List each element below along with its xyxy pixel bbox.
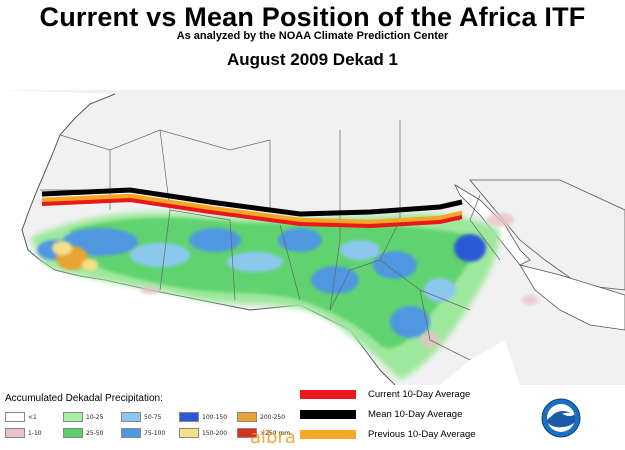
- precip-class-label: <1: [28, 413, 37, 421]
- current-line-label: Current 10-Day Average: [368, 389, 471, 400]
- africa-precipitation-map: [0, 90, 625, 385]
- mean-line-swatch: [300, 410, 356, 419]
- precip-class-swatch: [179, 412, 199, 422]
- precip-class-8: 200-250: [237, 411, 285, 423]
- precip-class-label: 10-25: [86, 413, 104, 421]
- precip-class-7: 150-200: [179, 427, 227, 439]
- precip-class-1: 1-10: [5, 427, 42, 439]
- precip-class-5: 75-100: [121, 427, 165, 439]
- watermark-text: albra: [250, 427, 296, 448]
- precip-class-9: >250 mm: [237, 427, 290, 439]
- precip-class-0: <1: [5, 411, 37, 423]
- itf-current-line: [41, 197, 463, 229]
- map-title: Current vs Mean Position of the Africa I…: [39, 2, 586, 32]
- precip-class-label: 150-200: [202, 429, 228, 437]
- legend-mean: Mean 10-Day Average: [300, 409, 462, 420]
- precip-class-swatch: [63, 428, 83, 438]
- arabian-peninsula: [469, 179, 625, 291]
- map-period: August 2009 Dekad 1: [226, 50, 398, 69]
- precip-class-6: 100-150: [179, 411, 227, 423]
- precip-class-swatch: [237, 412, 257, 422]
- precip-class-swatch: [5, 412, 25, 422]
- mean-line-label: Mean 10-Day Average: [368, 409, 463, 420]
- precip-class-swatch: [121, 412, 141, 422]
- precip-class-label: 200-250: [260, 413, 286, 421]
- precip-class-swatch: [5, 428, 25, 438]
- precip-class-swatch: [237, 428, 257, 438]
- itf-mean-line: [41, 187, 463, 217]
- legend-previous: Previous 10-Day Average: [300, 429, 476, 440]
- precip-class-swatch: [179, 428, 199, 438]
- precip-class-label: 50-75: [144, 413, 162, 421]
- legend-current: Current 10-Day Average: [300, 389, 470, 400]
- precip-class-2: 10-25: [63, 411, 103, 423]
- precip-class-swatch: [121, 428, 141, 438]
- precip-class-label: 100-150: [202, 413, 228, 421]
- noaa-logo-icon: [541, 398, 581, 438]
- precip-heavy-patches: [52, 241, 98, 271]
- previous-line-swatch: [300, 430, 356, 439]
- precip-class-label: 75-100: [144, 429, 166, 437]
- map-subtitle: As analyzed by the NOAA Climate Predicti…: [176, 30, 449, 42]
- precip-class-4: 50-75: [121, 411, 161, 423]
- legend-title: Accumulated Dekadal Precipitation:: [5, 393, 163, 404]
- precip-blue-patches: [37, 228, 486, 338]
- precip-class-label: 1-10: [28, 429, 42, 437]
- precip-class-3: 25-50: [63, 427, 103, 439]
- itf-previous-line: [41, 193, 463, 225]
- current-line-swatch: [300, 390, 356, 399]
- precip-class-label: >250 mm: [260, 429, 291, 437]
- precip-class-label: 25-50: [86, 429, 104, 437]
- precip-class-swatch: [63, 412, 83, 422]
- previous-line-label: Previous 10-Day Average: [368, 429, 476, 440]
- gulf-of-aden: [519, 264, 625, 331]
